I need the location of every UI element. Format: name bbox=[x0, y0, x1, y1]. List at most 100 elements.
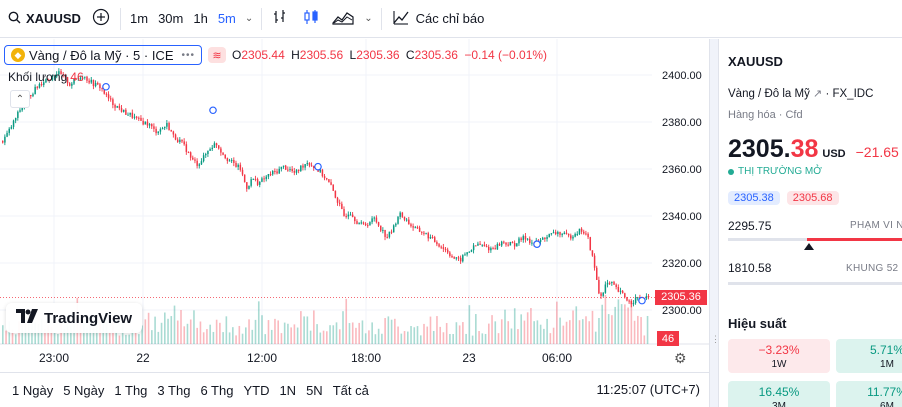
volume-bar bbox=[154, 316, 156, 344]
symbol-legend-pill[interactable]: ◆ Vàng / Đô la Mỹ · 5 · ICE ••• bbox=[4, 45, 203, 65]
candle-body bbox=[602, 292, 604, 296]
collapse-legend-button[interactable]: ⌃ bbox=[10, 90, 30, 108]
volume-bar bbox=[481, 333, 484, 344]
range-5d[interactable]: 5 Ngày bbox=[63, 382, 105, 398]
toolbar-divider bbox=[380, 7, 382, 30]
volume-bar bbox=[202, 332, 205, 344]
indicators-button[interactable]: Các chỉ báo bbox=[386, 0, 491, 38]
volume-bar bbox=[581, 319, 584, 344]
volume-bar bbox=[549, 333, 552, 344]
volume-bar bbox=[241, 333, 244, 344]
candle-body bbox=[135, 116, 138, 118]
area-chart-type-button[interactable] bbox=[326, 0, 360, 38]
candle-body bbox=[144, 121, 147, 125]
candle-body bbox=[84, 76, 86, 78]
candle-body bbox=[509, 241, 512, 246]
candle-body bbox=[580, 228, 583, 232]
panel-divider[interactable] bbox=[709, 39, 719, 407]
range-all[interactable]: Tất cả bbox=[332, 382, 369, 398]
candle-body bbox=[587, 233, 589, 238]
wave-icon[interactable]: ≋ bbox=[208, 47, 227, 63]
perf-3m[interactable]: 16.45% 3M bbox=[728, 381, 830, 407]
panel-description-text[interactable]: Vàng / Đô la Mỹ bbox=[728, 88, 810, 100]
candle-body bbox=[101, 88, 103, 90]
bar-chart-type-button[interactable] bbox=[266, 0, 296, 38]
candle-body bbox=[583, 231, 585, 234]
volume-bar bbox=[465, 333, 467, 344]
tradingview-mark-icon bbox=[16, 308, 38, 328]
candle-body bbox=[172, 131, 175, 135]
range-1m[interactable]: 1 Thg bbox=[114, 382, 148, 398]
range-ytd[interactable]: YTD bbox=[243, 382, 270, 398]
symbol-search-button[interactable]: XAUUSD bbox=[0, 0, 86, 38]
perf-1w[interactable]: −3.23% 1W bbox=[728, 339, 830, 373]
timezone-clock[interactable]: 11:25:07 (UTC+7) bbox=[596, 382, 700, 397]
volume-bar bbox=[500, 319, 503, 344]
timeframe-1m[interactable]: 1m bbox=[130, 11, 149, 26]
candle-body bbox=[336, 197, 339, 203]
candle-body bbox=[496, 244, 499, 250]
candles-chart-type-button[interactable] bbox=[296, 0, 326, 38]
timeframe-1h[interactable]: 1h bbox=[193, 11, 208, 26]
compare-add-button[interactable] bbox=[86, 0, 116, 38]
settings-gear-icon[interactable]: ⚙ bbox=[674, 350, 687, 366]
chart-type-dropdown[interactable]: ⌄ bbox=[360, 0, 376, 38]
volume-bar bbox=[578, 320, 581, 344]
timeframe-5m[interactable]: 5m bbox=[217, 11, 236, 26]
volume-bar bbox=[329, 325, 331, 344]
range-3m[interactable]: 3 Thg bbox=[157, 382, 191, 398]
range-1y[interactable]: 1N bbox=[279, 382, 297, 398]
external-link-icon[interactable]: ↗ bbox=[813, 88, 823, 100]
volume-bar bbox=[345, 298, 348, 344]
tradingview-logo[interactable]: TradingView bbox=[6, 303, 143, 333]
candle-body bbox=[202, 155, 205, 162]
volume-bar bbox=[254, 319, 257, 344]
candle-body bbox=[518, 238, 520, 244]
candle-body bbox=[552, 232, 555, 234]
candle-body bbox=[133, 116, 136, 118]
high-value: 2305.56 bbox=[299, 48, 344, 62]
candle-body bbox=[490, 248, 492, 251]
volume-bar bbox=[300, 311, 302, 344]
candle-body bbox=[559, 231, 561, 235]
candle-body bbox=[611, 281, 613, 284]
candle-body bbox=[6, 132, 8, 137]
chart-pane[interactable]: 2400.00 2380.00 2360.00 2340.00 2320.00 2300.… bbox=[0, 39, 709, 372]
more-dots-icon[interactable]: ••• bbox=[181, 49, 196, 61]
volume-bar bbox=[419, 335, 422, 344]
candle-body bbox=[116, 106, 118, 108]
candle-body bbox=[416, 227, 419, 229]
volume-bar bbox=[189, 319, 192, 344]
candle-body bbox=[323, 176, 326, 179]
day-range-bar-track bbox=[728, 238, 807, 241]
volume-bar bbox=[160, 322, 163, 344]
candle-body bbox=[429, 237, 432, 239]
candle-body bbox=[155, 128, 157, 134]
candle-body bbox=[75, 78, 77, 80]
candle-body bbox=[252, 178, 255, 180]
perf-1m[interactable]: 5.71% 1M bbox=[836, 339, 902, 373]
candle-body bbox=[81, 77, 84, 79]
volume-bar bbox=[108, 332, 111, 344]
volume-bar bbox=[138, 334, 140, 344]
candle-body bbox=[32, 94, 34, 97]
volume-bar bbox=[309, 330, 312, 344]
timeframe-30m[interactable]: 30m bbox=[158, 11, 184, 26]
day-range-marker-icon bbox=[804, 243, 814, 250]
volume-bar bbox=[381, 333, 383, 344]
perf-6m[interactable]: 11.77% 6M bbox=[836, 381, 902, 407]
drag-handle-icon[interactable]: ⋮ bbox=[711, 334, 720, 344]
price-chart[interactable]: 2400.00 2380.00 2360.00 2340.00 2320.00 2300.… bbox=[0, 39, 709, 372]
volume-bar bbox=[416, 326, 419, 344]
range-6m[interactable]: 6 Thg bbox=[200, 382, 234, 398]
chevron-down-icon: ⌄ bbox=[364, 13, 373, 24]
timeframe-dropdown[interactable]: ⌄ bbox=[241, 0, 257, 38]
range-1d[interactable]: 1 Ngày bbox=[12, 382, 54, 398]
candle-body bbox=[304, 164, 306, 168]
candle-body bbox=[399, 212, 401, 217]
ohlc-values: O2305.44 H2305.56 L2305.36 C2305.36 −0.1… bbox=[232, 48, 548, 62]
candle-body bbox=[380, 225, 382, 231]
candle-body bbox=[362, 222, 365, 224]
range-5y[interactable]: 5N bbox=[306, 382, 323, 398]
volume-bar bbox=[206, 329, 208, 344]
